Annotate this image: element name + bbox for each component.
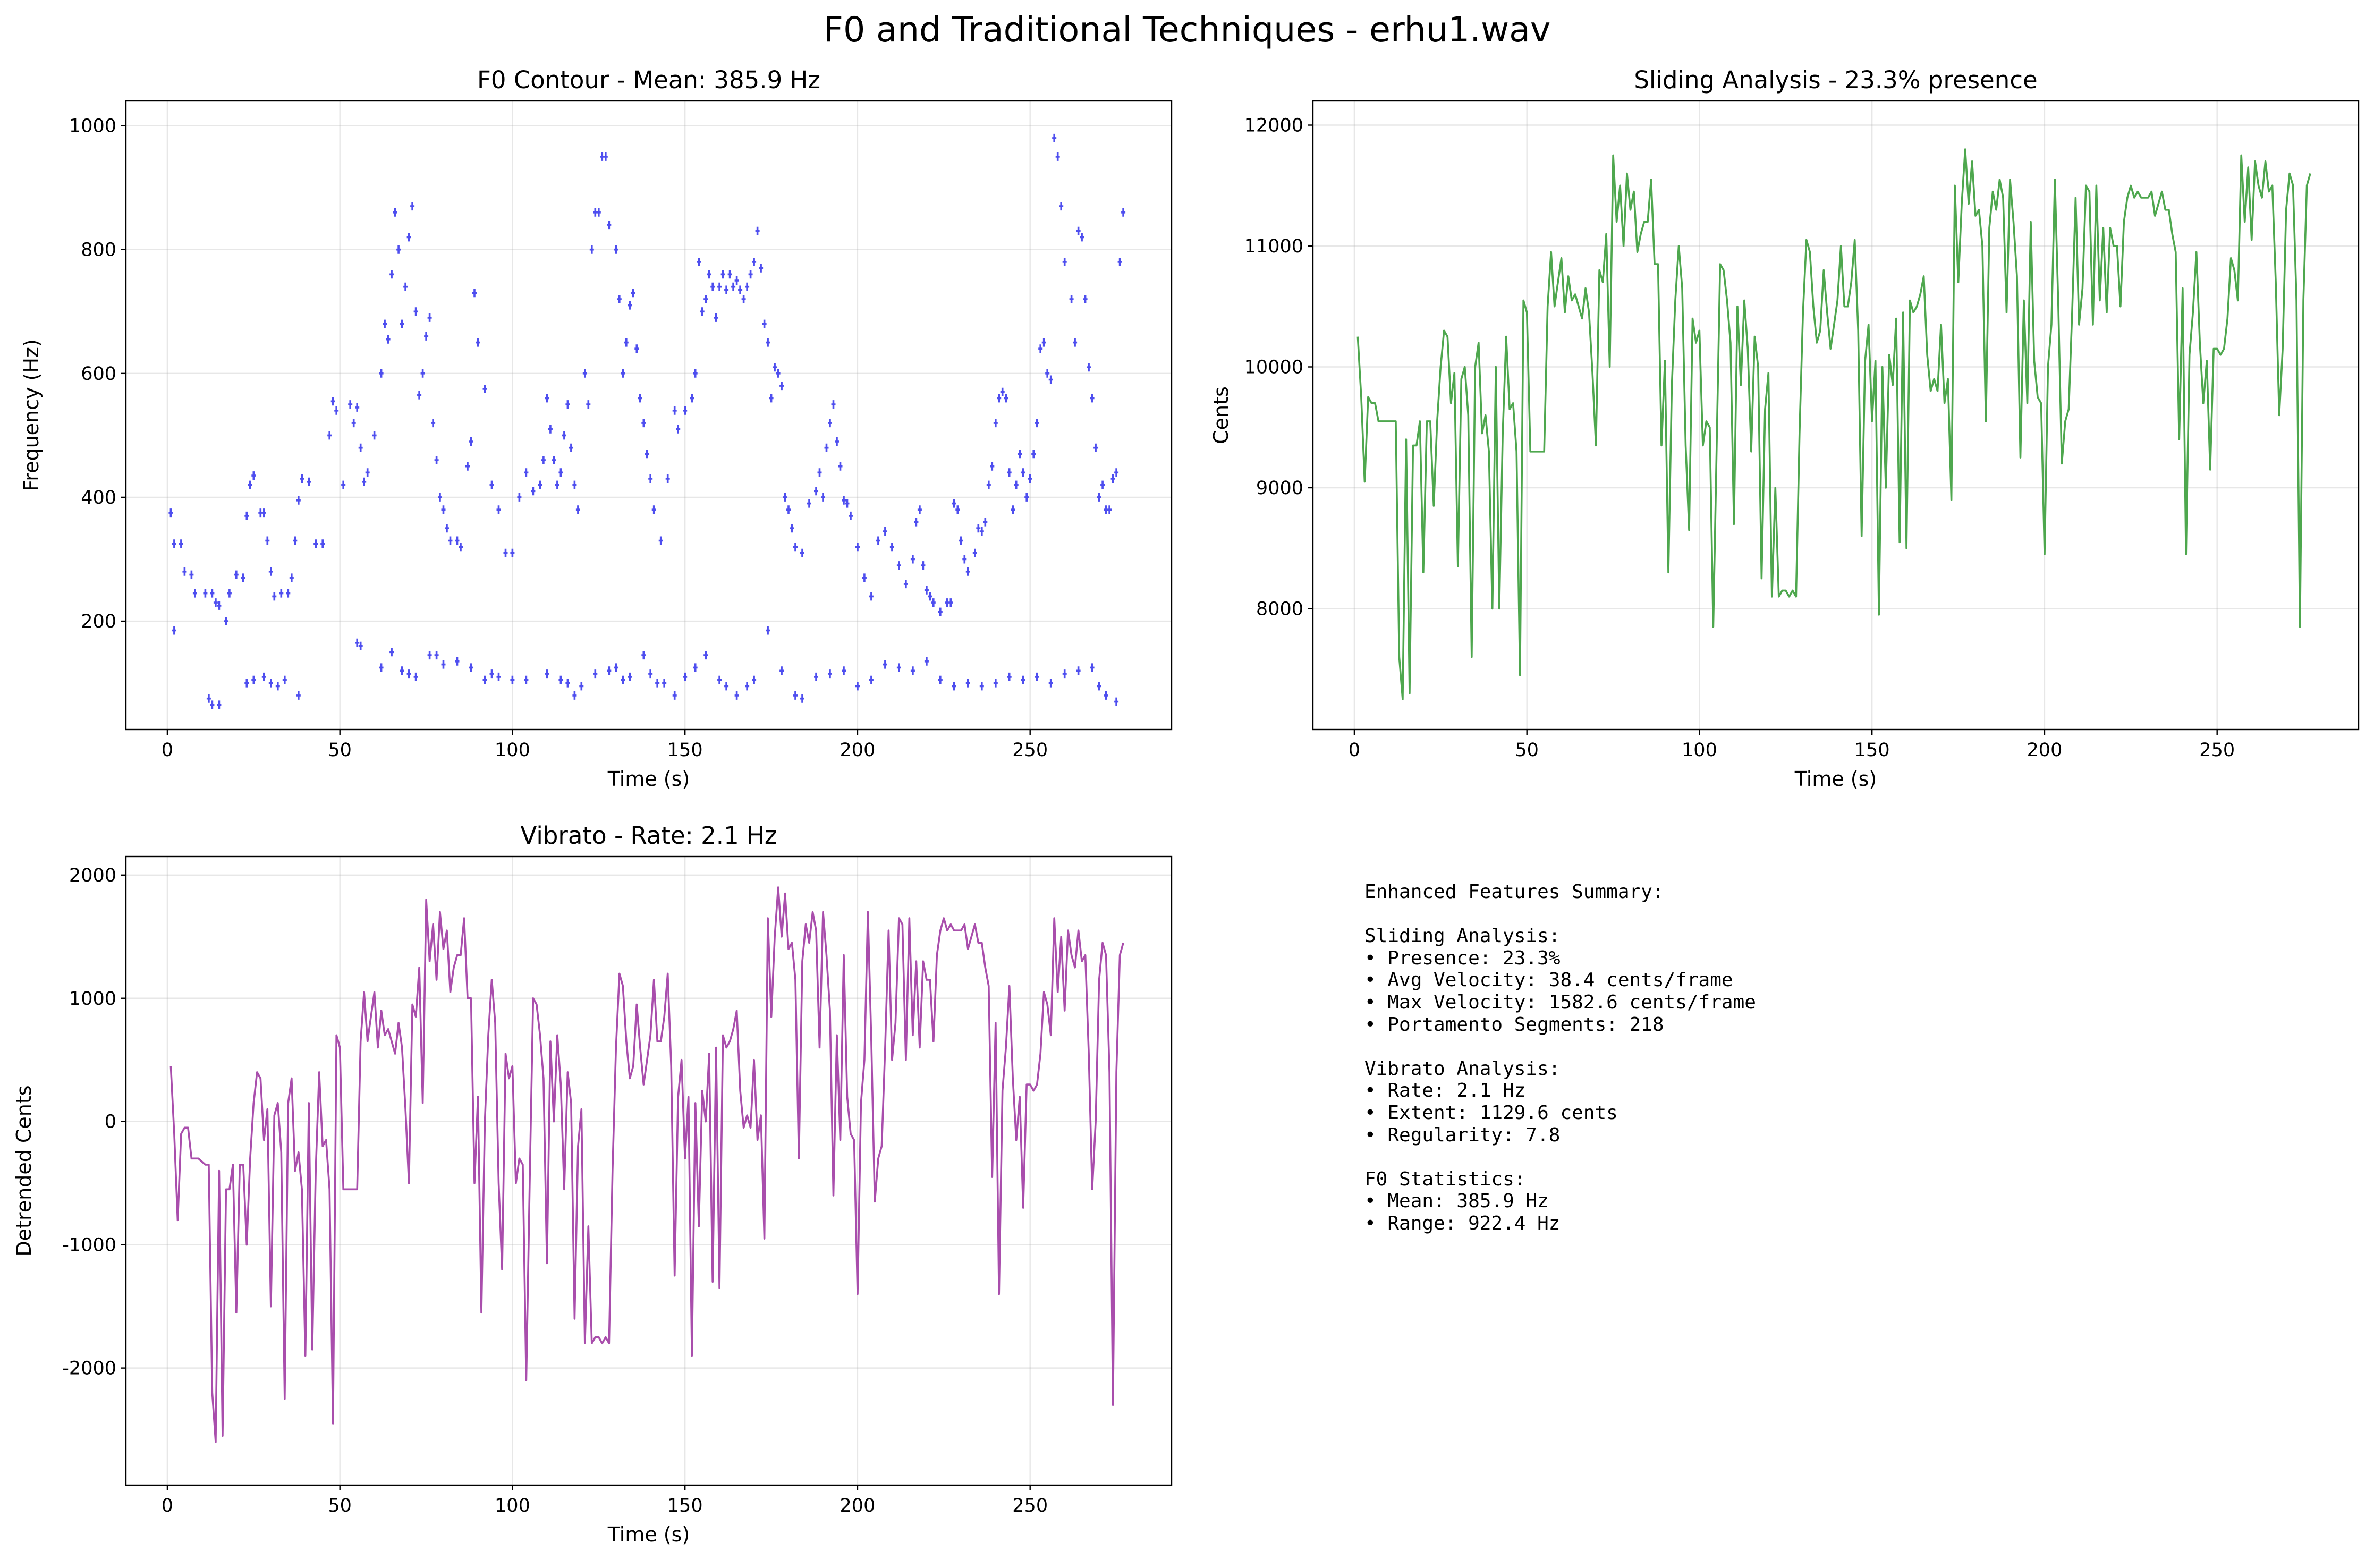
chart-0-plot-frame [125, 100, 1173, 731]
chart-2-title: Vibrato - Rate: 2.1 Hz [521, 821, 777, 850]
chart-0-xtick-label-3: 150 [667, 740, 703, 761]
chart-0-xtick-label-0: 0 [162, 740, 173, 761]
chart-1-series-line-0 [1356, 148, 2311, 700]
chart-0-ytick-label-4: 1000 [69, 116, 116, 137]
chart-1-ytick-label-3: 11000 [1244, 236, 1303, 257]
chart-0-series-line-0 [168, 133, 1126, 625]
summary-line: • Mean: 385.9 Hz [1364, 1190, 1549, 1213]
summary-line: • Range: 922.4 Hz [1364, 1212, 1561, 1234]
chart-0-xtick-label-1: 50 [328, 740, 352, 761]
chart-0-xtick-label-4: 200 [840, 740, 876, 761]
chart-2-xtick-label-4: 200 [840, 1495, 876, 1516]
chart-1-plot-frame [1312, 100, 2360, 731]
chart-0-series-line-1 [172, 626, 1119, 709]
summary-line: Enhanced Features Summary: [1364, 881, 1664, 903]
features-summary-panel: Enhanced Features Summary: Sliding Analys… [1364, 881, 1756, 1235]
chart-0-ytick-label-3: 800 [81, 240, 116, 261]
chart-1-ytick-label-2: 10000 [1244, 357, 1303, 378]
summary-line: • Regularity: 7.8 [1364, 1124, 1561, 1146]
chart-2-xtick-label-3: 150 [667, 1495, 703, 1516]
chart-1-title: Sliding Analysis - 23.3% presence [1634, 66, 2037, 94]
chart-2-ytick-label-4: 2000 [69, 865, 116, 886]
chart-2-ytick-label-2: 0 [105, 1112, 116, 1133]
summary-line: • Extent: 1129.6 cents [1364, 1101, 1618, 1124]
chart-1-xtick-label-1: 50 [1515, 740, 1539, 761]
chart-0-ytick-label-0: 200 [81, 611, 116, 632]
sliding-analysis-chart: 0 50 100 150 200 250 8000 9000 10000 11000 12000 Sl… [1209, 66, 2360, 791]
chart-1-xtick-label-5: 250 [2199, 740, 2235, 761]
chart-0-ytick-label-1: 400 [81, 487, 116, 508]
chart-1-xtick-label-4: 200 [2027, 740, 2063, 761]
chart-0-title: F0 Contour - Mean: 385.9 Hz [477, 66, 820, 94]
chart-2-xtick-label-1: 50 [328, 1495, 352, 1516]
chart-1-xlabel: Time (s) [1794, 767, 1877, 791]
vibrato-chart: 0 50 100 150 200 250 -2000 -1000 0 1000 2000 Vibrat… [12, 821, 1173, 1546]
summary-line: Vibrato Analysis: [1364, 1057, 1561, 1080]
chart-1-ytick-label-0: 8000 [1256, 599, 1303, 620]
chart-1-ytick-label-4: 12000 [1244, 115, 1303, 137]
chart-2-plot-frame [125, 855, 1173, 1486]
summary-line: • Portamento Segments: 218 [1364, 1013, 1664, 1036]
chart-2-ytick-label-0: -2000 [62, 1358, 116, 1379]
chart-2-xtick-label-5: 250 [1012, 1495, 1048, 1516]
summary-line: F0 Statistics: [1364, 1168, 1526, 1190]
chart-0-ylabel: Frequency (Hz) [20, 339, 43, 491]
figure-title: F0 and Traditional Techniques - erhu1.wa… [824, 10, 1551, 50]
chart-2-ylabel: Detrended Cents [12, 1085, 36, 1256]
chart-2-ytick-label-1: -1000 [62, 1235, 116, 1256]
chart-0-ytick-label-2: 600 [81, 363, 116, 385]
chart-0-xlabel: Time (s) [607, 767, 690, 791]
summary-line [1364, 1146, 1756, 1168]
summary-line [1364, 1036, 1756, 1058]
f0-contour-chart: 0 50 100 150 200 250 200 400 600 800 1000 F0 Contou… [20, 66, 1173, 791]
summary-line: • Max Velocity: 1582.6 cents/frame [1364, 991, 1756, 1013]
summary-line: • Presence: 23.3% [1364, 947, 1561, 969]
summary-line: • Avg Velocity: 38.4 cents/frame [1364, 969, 1733, 991]
chart-1-ylabel: Cents [1209, 386, 1233, 444]
chart-2-ytick-label-3: 1000 [69, 988, 116, 1010]
chart-1-xtick-label-2: 100 [1682, 740, 1717, 761]
summary-line: • Rate: 2.1 Hz [1364, 1080, 1526, 1102]
chart-1-xtick-label-0: 0 [1349, 740, 1360, 761]
summary-line [1364, 903, 1756, 926]
chart-2-xlabel: Time (s) [607, 1523, 690, 1546]
summary-line: Sliding Analysis: [1364, 925, 1561, 947]
chart-1-ytick-label-1: 9000 [1256, 478, 1303, 499]
chart-1-xtick-label-3: 150 [1854, 740, 1890, 761]
chart-0-xtick-label-2: 100 [495, 740, 530, 761]
chart-2-xtick-label-2: 100 [495, 1495, 530, 1516]
chart-2-xtick-label-0: 0 [162, 1495, 173, 1516]
chart-2-series-line-0 [169, 886, 1124, 1443]
chart-0-xtick-label-5: 250 [1012, 740, 1048, 761]
